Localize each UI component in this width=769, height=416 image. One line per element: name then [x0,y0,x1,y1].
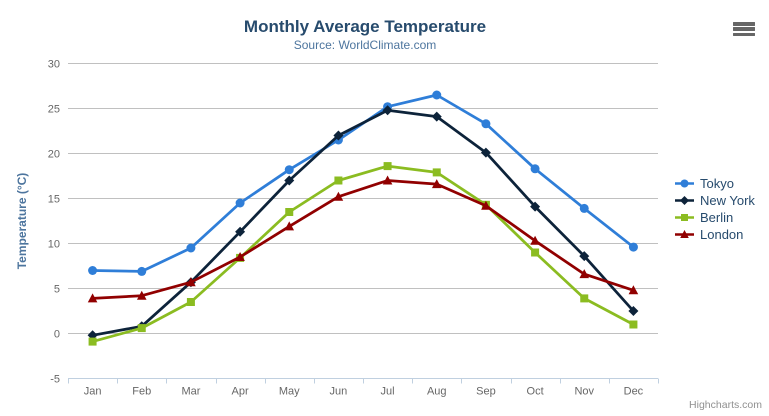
svg-text:Mar: Mar [181,386,200,398]
legend-circle-icon [675,179,694,188]
x-axis [68,378,659,384]
legend-item-new-york[interactable]: New York [675,192,755,209]
legend-label: Berlin [700,210,734,225]
chart-subtitle: Source: WorldClimate.com [293,38,437,52]
legend-label: London [700,227,744,242]
svg-text:15: 15 [48,194,60,206]
svg-text:5: 5 [54,284,60,296]
series-tokyo [88,90,638,276]
svg-text:Feb: Feb [132,386,151,398]
svg-text:25: 25 [48,104,60,116]
svg-text:Jan: Jan [84,386,102,398]
legend: Tokyo New York Berlin London [675,175,755,243]
x-axis-labels: Jan Feb Mar Apr May Jun Jul Aug Sep Oct Nov Dec [84,386,644,398]
svg-text:-5: -5 [50,374,60,386]
chart-title: Monthly Average Temperature [243,17,487,36]
legend-item-tokyo[interactable]: Tokyo [675,175,755,192]
svg-text:Nov: Nov [574,386,594,398]
svg-text:Jul: Jul [381,386,395,398]
legend-label: Tokyo [700,176,734,191]
legend-square-icon [675,214,694,221]
credits-link[interactable]: Highcharts.com [689,399,762,411]
series-new-york [87,105,639,341]
legend-item-berlin[interactable]: Berlin [675,209,755,226]
svg-text:Aug: Aug [427,386,447,398]
gridlines [68,63,658,379]
legend-item-london[interactable]: London [675,226,755,243]
hamburger-menu-icon [733,22,755,37]
svg-text:20: 20 [48,149,60,161]
svg-text:30: 30 [48,59,60,71]
svg-text:Sep: Sep [476,386,496,398]
legend-label: New York [700,193,755,208]
legend-diamond-icon [675,196,694,205]
series-london [87,175,639,303]
y-axis-labels: 30 25 20 15 10 5 0 -5 [48,59,60,386]
svg-text:Apr: Apr [232,386,249,398]
svg-text:Oct: Oct [527,386,544,398]
svg-text:Dec: Dec [624,386,644,398]
export-menu-button[interactable] [731,19,757,41]
svg-text:0: 0 [54,329,60,341]
legend-triangle-icon [675,230,694,238]
y-axis-title: Temperature (°C) [15,173,29,270]
svg-text:Jun: Jun [330,386,348,398]
svg-text:May: May [279,386,300,398]
svg-text:10: 10 [48,239,60,251]
